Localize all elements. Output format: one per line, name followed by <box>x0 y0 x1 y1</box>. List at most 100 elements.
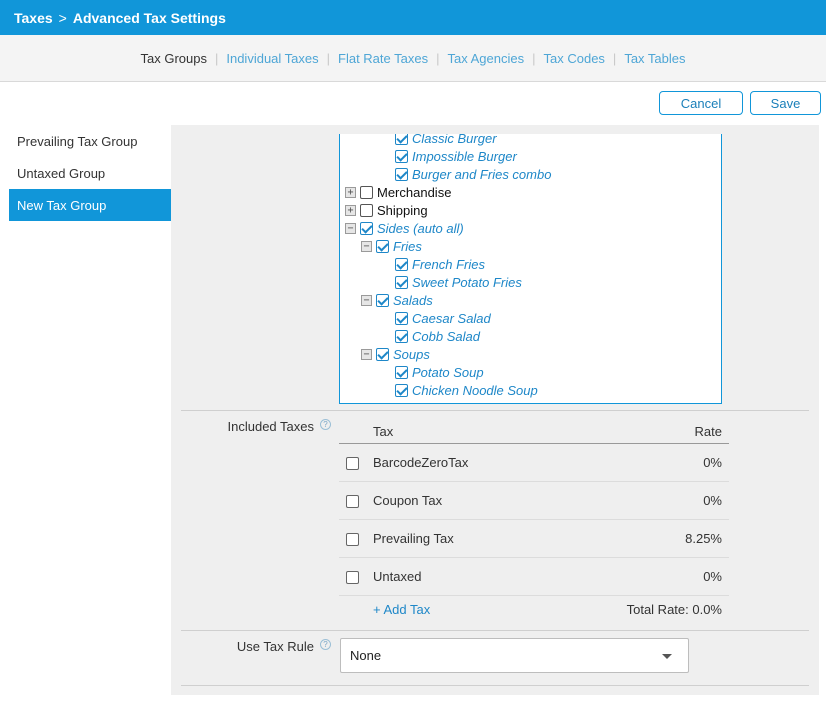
breadcrumb-separator: > <box>58 9 67 26</box>
tax-checkbox[interactable] <box>346 457 359 470</box>
tax-name: Untaxed <box>373 569 422 584</box>
expand-icon[interactable]: + <box>345 186 356 198</box>
tax-name: BarcodeZeroTax <box>373 455 469 470</box>
checkbox-icon[interactable] <box>395 149 408 163</box>
table-header-divider <box>339 443 729 444</box>
tree-item[interactable]: Impossible Burger <box>395 147 517 165</box>
tree-item-label: Fries <box>393 238 422 254</box>
page-title: Advanced Tax Settings <box>72 9 226 26</box>
tree-item[interactable]: + Shipping <box>345 201 428 219</box>
collapse-icon[interactable]: − <box>361 348 372 360</box>
tree-item-label: Classic Burger <box>412 134 497 146</box>
tax-checkbox[interactable] <box>346 533 359 546</box>
tab-divider: | <box>612 50 617 66</box>
tab-divider: | <box>326 50 331 66</box>
checkbox-icon[interactable] <box>360 185 373 199</box>
tree-item[interactable]: Burger and Fries combo <box>395 165 551 183</box>
tax-rate: 0% <box>703 569 722 584</box>
tab-tax-agencies[interactable]: Tax Agencies <box>447 50 525 66</box>
help-icon[interactable]: ? <box>320 639 331 650</box>
tree-item[interactable]: − Fries <box>361 237 422 255</box>
tree-item[interactable]: − Sides (auto all) <box>345 219 464 237</box>
checkbox-icon[interactable] <box>395 383 408 397</box>
tree-item-label: Shipping <box>377 202 428 218</box>
rate-column-header: Rate <box>694 424 722 439</box>
checkbox-icon[interactable] <box>360 221 373 235</box>
tax-rule-select[interactable]: None <box>340 638 689 673</box>
tab-divider: | <box>436 50 440 66</box>
tax-checkbox[interactable] <box>346 495 359 508</box>
tab-divider: | <box>532 50 536 66</box>
checkbox-icon[interactable] <box>376 239 389 253</box>
checkbox-icon[interactable] <box>395 329 408 343</box>
collapse-icon[interactable]: − <box>361 240 372 252</box>
checkbox-icon[interactable] <box>395 311 408 325</box>
tree-item[interactable]: Potato Soup <box>395 363 484 381</box>
sidebar-item-new-tax-group[interactable]: New Tax Group <box>9 189 171 221</box>
tree-item[interactable]: Caesar Salad <box>395 309 491 327</box>
menu-item-tree[interactable]: Classic Burger Impossible Burger Burger … <box>339 134 722 404</box>
table-row: Untaxed 0% <box>339 558 729 596</box>
tree-item[interactable]: Classic Burger <box>395 134 497 147</box>
tab-flat-rate-taxes[interactable]: Flat Rate Taxes <box>338 50 429 66</box>
checkbox-icon[interactable] <box>360 203 373 217</box>
sidebar-item-prevailing-tax-group[interactable]: Prevailing Tax Group <box>17 133 138 149</box>
tree-item-label: Cobb Salad <box>412 328 480 344</box>
tree-item-label: Soups <box>393 346 430 362</box>
chevron-down-icon <box>662 654 672 659</box>
tax-name: Coupon Tax <box>373 493 443 508</box>
tax-checkbox[interactable] <box>346 571 359 584</box>
tab-tax-groups[interactable]: Tax Groups <box>140 50 207 66</box>
checkbox-icon[interactable] <box>395 365 408 379</box>
section-divider <box>181 410 809 411</box>
included-taxes-label-text: Included Taxes <box>227 419 315 434</box>
tree-item[interactable]: + Merchandise <box>345 183 451 201</box>
tree-item-label: Salads <box>393 292 433 308</box>
tree-item-label: French Fries <box>412 256 485 272</box>
table-row: Coupon Tax 0% <box>339 482 729 520</box>
tab-individual-taxes[interactable]: Individual Taxes <box>226 50 319 66</box>
tree-item-label: Chicken Noodle Soup <box>412 382 538 398</box>
breadcrumb-root[interactable]: Taxes <box>14 9 53 26</box>
section-divider <box>181 685 809 686</box>
tax-name: Prevailing Tax <box>373 531 454 546</box>
tax-rate: 8.25% <box>685 531 722 546</box>
tree-item[interactable]: − Salads <box>361 291 433 309</box>
tab-tax-tables[interactable]: Tax Tables <box>624 50 686 66</box>
save-button[interactable]: Save <box>750 91 821 115</box>
use-tax-rule-label-text: Use Tax Rule <box>236 639 314 654</box>
tax-column-header: Tax <box>373 424 394 439</box>
tree-item-label: Potato Soup <box>412 364 484 380</box>
expand-icon[interactable]: + <box>345 204 356 216</box>
tree-item[interactable]: Sweet Potato Fries <box>395 273 522 291</box>
tree-item-label: Burger and Fries combo <box>412 166 552 182</box>
collapse-icon[interactable]: − <box>361 294 372 306</box>
tree-item[interactable]: Chicken Noodle Soup <box>395 381 538 399</box>
add-tax-link[interactable]: + Add Tax <box>373 602 431 617</box>
help-icon[interactable]: ? <box>320 419 331 430</box>
total-rate: Total Rate: 0.0% <box>626 602 722 617</box>
collapse-icon[interactable]: − <box>345 222 356 234</box>
tax-settings-tabs: Tax Groups | Individual Taxes | Flat Rat… <box>0 35 826 82</box>
checkbox-icon[interactable] <box>376 293 389 307</box>
tab-tax-codes[interactable]: Tax Codes <box>543 50 605 66</box>
checkbox-icon[interactable] <box>395 134 408 145</box>
section-divider <box>181 630 809 631</box>
tree-item-label: Merchandise <box>377 184 452 200</box>
tree-item[interactable]: French Fries <box>395 255 485 273</box>
tree-item-label: Caesar Salad <box>412 310 491 326</box>
tree-item-label: Impossible Burger <box>412 148 517 164</box>
checkbox-icon[interactable] <box>395 257 408 271</box>
tree-item[interactable]: − Soups <box>361 345 430 363</box>
table-row: BarcodeZeroTax 0% <box>339 444 729 482</box>
checkbox-icon[interactable] <box>376 347 389 361</box>
checkbox-icon[interactable] <box>395 167 408 181</box>
tree-item[interactable]: Cobb Salad <box>395 327 480 345</box>
top-bar: Taxes > Advanced Tax Settings <box>0 0 826 35</box>
tree-item-label: Sweet Potato Fries <box>412 274 522 290</box>
tab-divider: | <box>214 50 219 66</box>
sidebar-item-untaxed-group[interactable]: Untaxed Group <box>17 165 106 181</box>
cancel-button[interactable]: Cancel <box>659 91 743 115</box>
checkbox-icon[interactable] <box>395 275 408 289</box>
included-taxes-label: Included Taxes? <box>181 419 331 434</box>
